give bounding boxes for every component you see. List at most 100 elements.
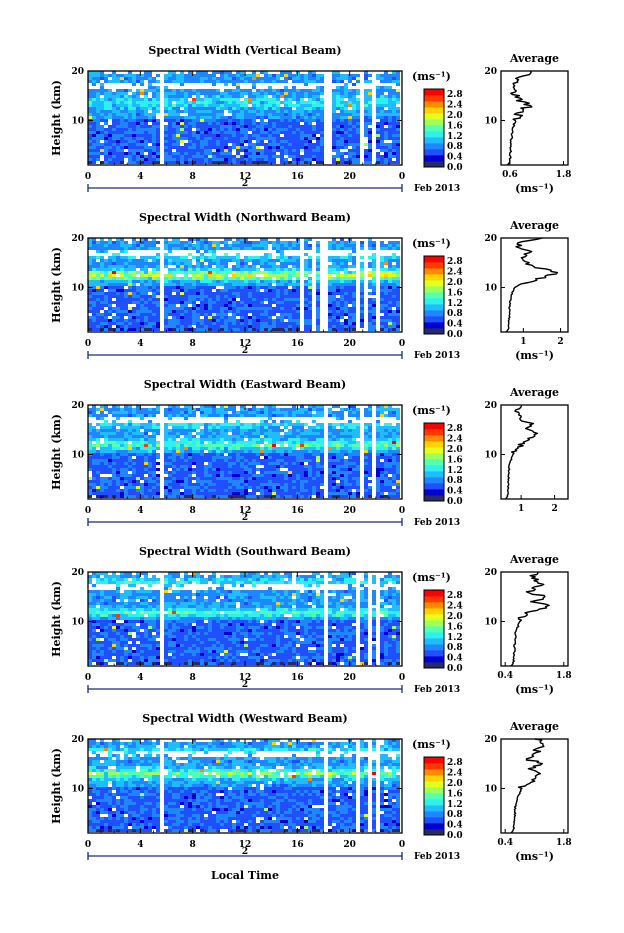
heatmap-cell — [244, 277, 248, 280]
heatmap-cell — [368, 322, 372, 325]
heatmap-cell — [200, 429, 204, 432]
heatmap-cell — [276, 286, 280, 289]
heatmap-cell — [100, 247, 104, 250]
heatmap-cell — [368, 134, 372, 137]
heatmap-cell — [100, 483, 104, 486]
heatmap-cell — [140, 298, 144, 301]
heatmap-cell — [264, 274, 268, 277]
heatmap-cell — [164, 322, 168, 325]
heatmap-cell — [260, 310, 264, 313]
heatmap-cell — [132, 149, 136, 152]
heatmap-cell — [172, 89, 176, 92]
heatmap-cell — [336, 286, 340, 289]
heatmap-cell — [116, 489, 120, 492]
heatmap-cell — [224, 137, 228, 140]
heatmap-cell — [148, 471, 152, 474]
heatmap-cell — [176, 453, 180, 456]
heatmap-cell — [220, 161, 224, 164]
profile-y-tick-label: 10 — [484, 283, 497, 293]
heatmap-cell — [256, 295, 260, 298]
heatmap-cell — [176, 316, 180, 319]
heatmap-cell — [224, 80, 228, 83]
heatmap-cell — [388, 125, 392, 128]
heatmap-cell — [116, 137, 120, 140]
heatmap-cell — [100, 286, 104, 289]
heatmap-cell — [208, 113, 212, 116]
heatmap-cell — [92, 149, 96, 152]
heatmap-cell — [240, 95, 244, 98]
heatmap-cell — [384, 244, 388, 247]
heatmap-cell — [156, 313, 160, 316]
heatmap-cell — [296, 98, 300, 101]
heatmap-cell — [276, 137, 280, 140]
heatmap-cell — [280, 274, 284, 277]
heatmap-cell — [156, 486, 160, 489]
heatmap-cell — [164, 423, 168, 426]
heatmap-cell — [148, 468, 152, 471]
heatmap-cell — [172, 119, 176, 122]
heatmap-cell — [156, 483, 160, 486]
heatmap-cell — [216, 256, 220, 259]
heatmap-cell — [204, 128, 208, 131]
heatmap-cell — [256, 98, 260, 101]
heatmap-cell — [392, 131, 396, 134]
heatmap-cell — [228, 158, 232, 161]
heatmap-cell — [100, 414, 104, 417]
heatmap-cell — [260, 247, 264, 250]
heatmap-cell — [120, 447, 124, 450]
heatmap-cell — [104, 313, 108, 316]
heatmap-cell — [264, 241, 268, 244]
heatmap-cell — [92, 95, 96, 98]
heatmap-cell — [208, 250, 212, 253]
heatmap-cell — [336, 301, 340, 304]
heatmap-cell — [280, 262, 284, 265]
heatmap-cell — [332, 134, 336, 137]
heatmap-cell — [344, 119, 348, 122]
heatmap-cell — [136, 453, 140, 456]
heatmap-cell — [140, 477, 144, 480]
heatmap-cell — [320, 155, 324, 158]
heatmap-cell — [260, 134, 264, 137]
heatmap-cell — [320, 80, 324, 83]
heatmap-cell — [216, 122, 220, 125]
heatmap-cell — [120, 280, 124, 283]
heatmap-cell — [144, 292, 148, 295]
heatmap-cell — [104, 459, 108, 462]
heatmap-cell — [292, 313, 296, 316]
heatmap-cell — [152, 414, 156, 417]
heatmap-cell — [396, 322, 400, 325]
heatmap-cell — [268, 122, 272, 125]
heatmap-cell — [280, 268, 284, 271]
heatmap-cell — [320, 77, 324, 80]
heatmap-cell — [128, 492, 132, 495]
heatmap-cell — [240, 92, 244, 95]
heatmap-cell — [104, 161, 108, 164]
heatmap-cell — [120, 492, 124, 495]
heatmap-cell — [92, 122, 96, 125]
heatmap-cell — [148, 480, 152, 483]
heatmap-cell — [376, 77, 380, 80]
heatmap-cell — [92, 429, 96, 432]
heatmap-cell — [148, 429, 152, 432]
heatmap-cell — [256, 134, 260, 137]
heatmap-cell — [168, 116, 172, 119]
heatmap-cell — [188, 155, 192, 158]
heatmap-cell — [172, 492, 176, 495]
heatmap-cell — [296, 125, 300, 128]
heatmap-cell — [148, 125, 152, 128]
heatmap-cell — [300, 92, 304, 95]
heatmap-cell — [312, 104, 316, 107]
heatmap-cell — [164, 453, 168, 456]
heatmap-cell — [384, 143, 388, 146]
heatmap-cell — [144, 134, 148, 137]
heatmap-cell — [152, 429, 156, 432]
heatmap-cell — [140, 295, 144, 298]
heatmap-cell — [96, 310, 100, 313]
heatmap-cell — [244, 262, 248, 265]
heatmap-cell — [284, 325, 288, 328]
heatmap-cell — [196, 80, 200, 83]
panel-title: Spectral Width (Eastward Beam) — [144, 378, 346, 391]
heatmap-cell — [216, 131, 220, 134]
heatmap-cell — [164, 492, 168, 495]
heatmap-cell — [308, 152, 312, 155]
